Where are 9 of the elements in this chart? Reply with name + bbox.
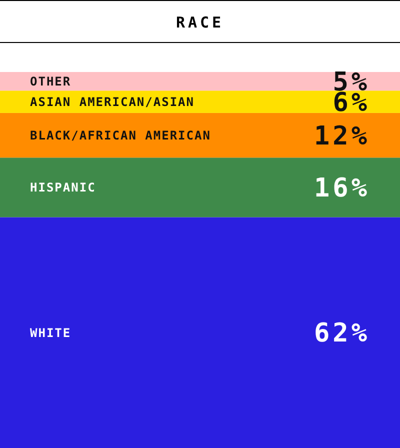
series-label: ASIAN AMERICAN/ASIAN (30, 94, 194, 109)
data-label: 12% (314, 121, 370, 152)
series-label: WHITE (30, 326, 72, 340)
chart-title: RACE (176, 13, 224, 32)
data-label: 16% (314, 174, 370, 204)
data-label: 62% (314, 318, 370, 349)
series-label: OTHER (30, 74, 72, 89)
series-label: HISPANIC (30, 180, 96, 195)
series-label: BLACK/AFRICAN AMERICAN (30, 128, 211, 142)
